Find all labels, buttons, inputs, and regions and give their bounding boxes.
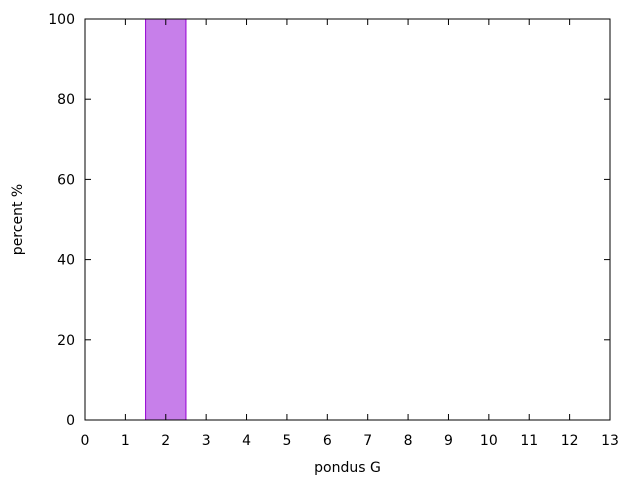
y-axis-label: percent %: [10, 184, 26, 255]
x-tick-label-5: 5: [282, 433, 291, 449]
plot-frame: [84, 18, 611, 421]
x-tick-label-0: 0: [81, 433, 90, 449]
x-tick-label-8: 8: [404, 433, 413, 449]
y-tick-label-4: 80: [57, 92, 75, 108]
y-tick-label-0: 0: [66, 413, 75, 429]
y-tick-label-5: 100: [48, 12, 75, 28]
x-tick-label-10: 10: [480, 433, 498, 449]
bar-0: [145, 18, 187, 421]
x-tick-label-9: 9: [444, 433, 453, 449]
x-tick-label-11: 11: [520, 433, 538, 449]
x-tick-label-6: 6: [323, 433, 332, 449]
y-tick-label-3: 60: [57, 172, 75, 188]
ticks-layer: [84, 18, 611, 421]
x-tick-label-7: 7: [363, 433, 372, 449]
x-tick-label-2: 2: [161, 433, 170, 449]
x-tick-label-3: 3: [202, 433, 211, 449]
y-tick-label-1: 20: [57, 333, 75, 349]
y-tick-label-2: 40: [57, 253, 75, 269]
bars-layer: [145, 18, 187, 421]
x-tick-label-13: 13: [601, 433, 619, 449]
x-axis-label: pondus G: [314, 460, 381, 476]
x-tick-label-4: 4: [242, 433, 251, 449]
x-tick-label-1: 1: [121, 433, 130, 449]
x-tick-label-12: 12: [561, 433, 579, 449]
